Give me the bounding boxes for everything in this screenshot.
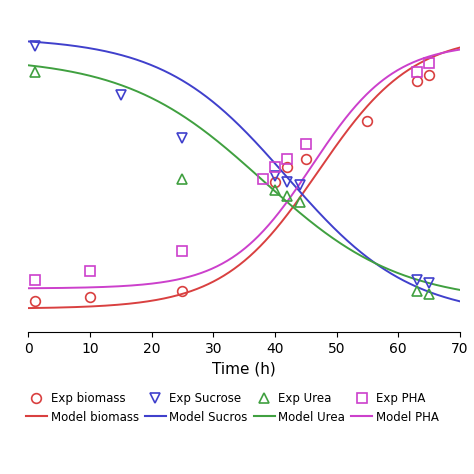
Legend: Exp biomass, Model biomass, Exp Sucrose, Model Sucros, Exp Urea, Model Urea, Exp: Exp biomass, Model biomass, Exp Sucrose,… xyxy=(26,392,439,424)
X-axis label: Time (h): Time (h) xyxy=(212,361,276,376)
